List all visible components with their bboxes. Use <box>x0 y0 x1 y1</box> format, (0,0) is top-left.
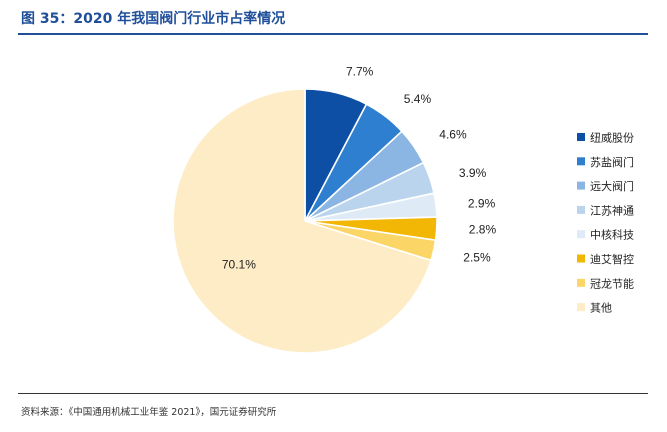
legend-label: 其他 <box>590 302 612 315</box>
pie-slice-label: 4.6% <box>439 127 467 141</box>
legend-item: 江苏神通 <box>577 203 634 217</box>
legend-swatch <box>577 278 585 287</box>
legend-item: 迪艾智控 <box>577 252 634 266</box>
chart-title: 图 35：2020 年我国阀门行业市占率情况 <box>21 11 286 27</box>
pie-slice-label: 2.5% <box>463 251 491 265</box>
legend-label: 迪艾智控 <box>590 252 634 266</box>
legend-swatch <box>577 133 585 141</box>
legend-item: 中核科技 <box>577 228 634 242</box>
legend-swatch <box>577 254 585 263</box>
legend-item: 纽威股份 <box>577 131 634 145</box>
legend-swatch <box>577 205 585 214</box>
legend-item: 冠龙节能 <box>577 276 634 290</box>
footer-divider <box>18 393 648 394</box>
pie-slice-label: 2.9% <box>468 196 496 210</box>
pie-slice-label: 7.7% <box>346 64 374 78</box>
legend-item: 苏盐阀门 <box>577 155 634 169</box>
source-note: 资料来源：《中国通用机械工业年鉴 2021》，国元证券研究所 <box>21 407 277 418</box>
legend-swatch <box>577 157 585 166</box>
pie-slice-label: 5.4% <box>404 92 432 106</box>
legend-swatch <box>577 181 585 190</box>
pie-slice-label: 2.8% <box>469 223 497 237</box>
legend-label: 中核科技 <box>590 228 634 242</box>
legend-label: 苏盐阀门 <box>590 155 634 169</box>
legend-swatch <box>577 303 585 312</box>
legend-label: 远大阀门 <box>590 179 634 193</box>
legend-label: 冠龙节能 <box>590 276 634 290</box>
legend-label: 纽威股份 <box>590 131 634 145</box>
title-divider <box>18 33 648 35</box>
pie-slice-label: 3.9% <box>459 166 487 180</box>
pie-slice <box>172 88 432 354</box>
legend-swatch <box>577 230 585 239</box>
legend-item: 其他 <box>577 302 612 315</box>
pie-chart: 7.7% 5.4% 4.6% 3.9% 2.9% 2.8% 2.5% 70.1% 纽威股份苏盐阀… <box>172 64 634 354</box>
legend-label: 江苏神通 <box>590 203 634 217</box>
legend-item: 远大阀门 <box>577 179 634 193</box>
pie-slice-label: 70.1% <box>222 258 256 272</box>
